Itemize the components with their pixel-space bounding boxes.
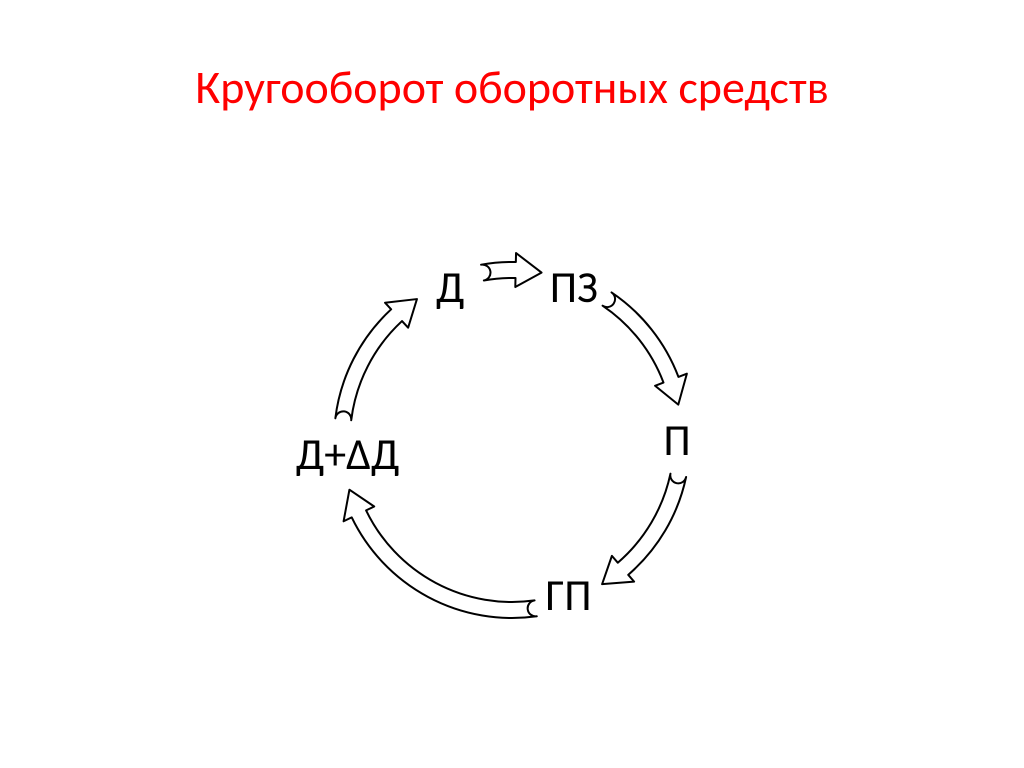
cycle-arrow-ddd-to-d [335,299,417,420]
cycle-arrow-d-to-pz [481,253,541,287]
cycle-arrow-pz-to-p [603,292,687,404]
cycle-arrows [0,0,1024,768]
cycle-arrow-gp-to-ddd [344,490,537,618]
cycle-arrow-p-to-gp [602,474,686,584]
